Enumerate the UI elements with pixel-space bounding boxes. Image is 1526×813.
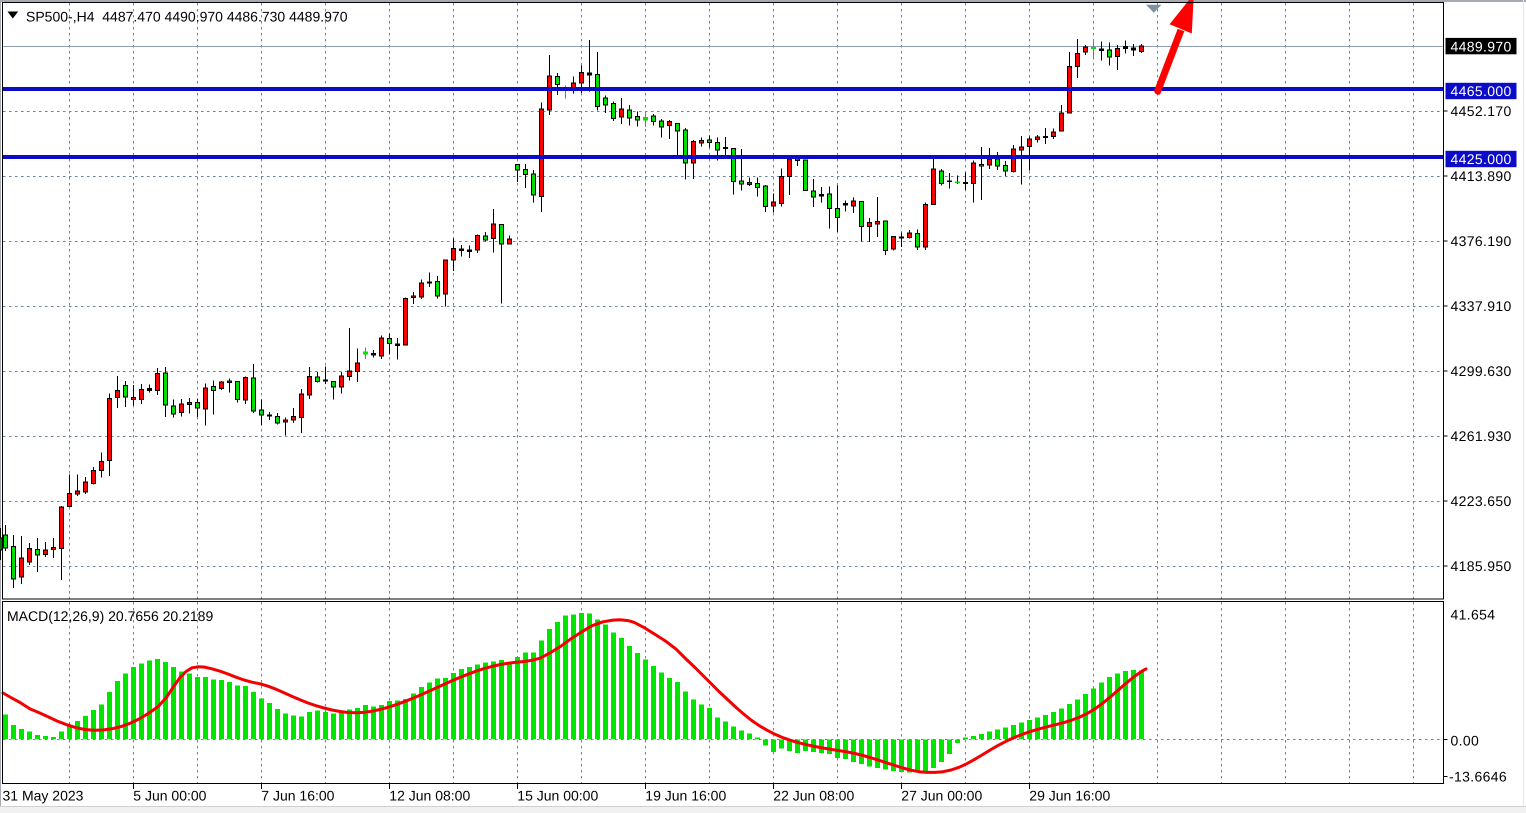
- svg-text:4489.970: 4489.970: [1451, 38, 1512, 54]
- svg-text:4185.950: 4185.950: [1451, 558, 1512, 574]
- svg-text:27 Jun 00:00: 27 Jun 00:00: [901, 788, 982, 804]
- svg-text:4337.910: 4337.910: [1451, 298, 1512, 314]
- svg-text:29 Jun 16:00: 29 Jun 16:00: [1029, 788, 1110, 804]
- svg-text:4465.000: 4465.000: [1451, 83, 1512, 99]
- svg-text:15 Jun 00:00: 15 Jun 00:00: [517, 788, 598, 804]
- svg-text:-13.6646: -13.6646: [1449, 769, 1507, 785]
- svg-text:MACD(12,26,9) 20.7656 20.2189: MACD(12,26,9) 20.7656 20.2189: [7, 608, 213, 624]
- svg-text:4299.630: 4299.630: [1451, 363, 1512, 379]
- svg-text:4223.650: 4223.650: [1451, 493, 1512, 509]
- svg-text:5 Jun 00:00: 5 Jun 00:00: [133, 788, 206, 804]
- svg-text:4425.000: 4425.000: [1451, 151, 1512, 167]
- svg-text:41.654: 41.654: [1451, 607, 1496, 623]
- svg-text:31 May 2023: 31 May 2023: [3, 788, 84, 804]
- svg-text:22 Jun 08:00: 22 Jun 08:00: [773, 788, 854, 804]
- svg-text:SP500-,H4 4487.470 4490.970 4: SP500-,H4 4487.470 4490.970 4486.730 448…: [26, 9, 348, 25]
- svg-text:4413.890: 4413.890: [1451, 168, 1512, 184]
- svg-text:4452.170: 4452.170: [1451, 103, 1512, 119]
- svg-text:4261.930: 4261.930: [1451, 428, 1512, 444]
- svg-text:0.00: 0.00: [1451, 733, 1480, 749]
- svg-text:19 Jun 16:00: 19 Jun 16:00: [645, 788, 726, 804]
- svg-text:7 Jun 16:00: 7 Jun 16:00: [261, 788, 334, 804]
- svg-text:4376.190: 4376.190: [1451, 233, 1512, 249]
- svg-text:12 Jun 08:00: 12 Jun 08:00: [389, 788, 470, 804]
